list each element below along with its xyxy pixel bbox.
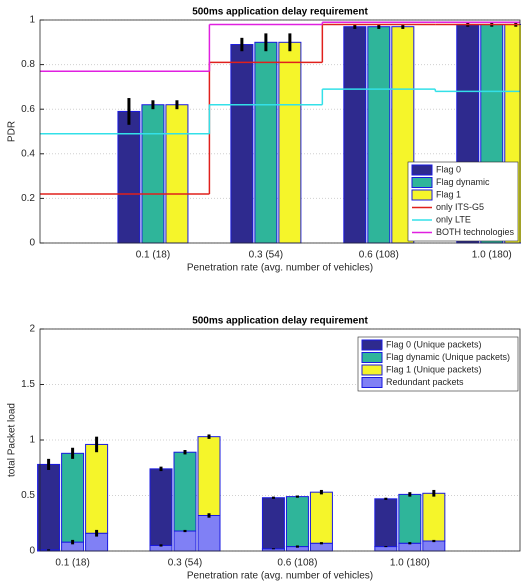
bar [197, 514, 221, 552]
legend-label: Flag dynamic [436, 177, 490, 187]
bar [254, 41, 278, 244]
y-tick-label: 1 [29, 15, 35, 26]
y-tick-label: 0 [29, 238, 35, 249]
x-tick-label: 0.6 (108) [277, 558, 317, 569]
legend-swatch [361, 339, 383, 351]
bar [374, 498, 398, 548]
bar [173, 530, 197, 552]
legend-swatch [411, 164, 433, 176]
x-axis-label: Penetration rate (avg. number of vehicle… [187, 263, 373, 274]
y-tick-label: 0.6 [21, 104, 35, 115]
x-tick-label: 0.1 (18) [55, 558, 89, 569]
y-tick-label: 0.4 [21, 148, 35, 159]
bar [165, 104, 189, 244]
bar [309, 491, 333, 544]
y-tick-label: 0.2 [21, 193, 35, 204]
bar [197, 436, 221, 516]
y-tick-label: 0.5 [21, 490, 35, 501]
bar [422, 492, 446, 542]
x-tick-label: 0.3 (54) [168, 558, 202, 569]
bar [309, 542, 333, 552]
bar [367, 26, 391, 244]
legend-swatch [411, 189, 433, 201]
legend-swatch [361, 364, 383, 376]
bar [374, 546, 398, 552]
y-axis-label: PDR [7, 121, 18, 142]
bar [149, 468, 173, 546]
legend-label: Redundant packets [386, 377, 464, 387]
x-tick-label: 0.6 (108) [359, 250, 399, 261]
bar [230, 44, 254, 244]
y-tick-label: 2 [29, 324, 35, 335]
bar [141, 104, 165, 244]
x-tick-label: 1.0 (180) [390, 558, 430, 569]
y-axis-label: total Packet load [7, 403, 18, 477]
bar [343, 26, 367, 244]
legend-label: Flag 0 [436, 164, 461, 174]
x-tick-label: 1.0 (180) [472, 250, 512, 261]
bar [85, 443, 109, 534]
bar [261, 497, 285, 550]
bar [117, 110, 141, 244]
legend-label: BOTH technologies [436, 227, 515, 237]
y-tick-label: 1 [29, 435, 35, 446]
chart-title: 500ms application delay requirement [192, 7, 368, 18]
legend-box [357, 336, 519, 392]
axes-box [39, 328, 521, 552]
legend-label: Flag 0 (Unique packets) [386, 339, 482, 349]
bar [398, 493, 422, 544]
legend-label: Flag 1 (Unique packets) [386, 364, 482, 374]
bar [173, 451, 197, 532]
bar [398, 542, 422, 552]
bar [61, 452, 85, 543]
legend-swatch [361, 377, 383, 388]
bar [37, 463, 61, 551]
axes-box [39, 19, 521, 244]
y-tick-label: 0.8 [21, 59, 35, 70]
legend-swatch [411, 177, 433, 188]
legend-label: only LTE [436, 214, 471, 224]
bar [422, 540, 446, 552]
legend-label: only ITS-G5 [436, 202, 484, 212]
bar [285, 496, 309, 548]
y-tick-label: 0 [29, 546, 35, 557]
y-tick-label: 1.5 [21, 379, 35, 390]
bar [278, 41, 302, 244]
x-tick-label: 0.3 (54) [249, 250, 283, 261]
x-tick-label: 0.1 (18) [136, 250, 170, 261]
x-axis-label: Penetration rate (avg. number of vehicle… [187, 571, 373, 582]
chart-title: 500ms application delay requirement [192, 316, 368, 327]
legend-swatch [361, 352, 383, 363]
legend-label: Flag dynamic (Unique packets) [386, 352, 510, 362]
legend-label: Flag 1 [436, 189, 461, 199]
